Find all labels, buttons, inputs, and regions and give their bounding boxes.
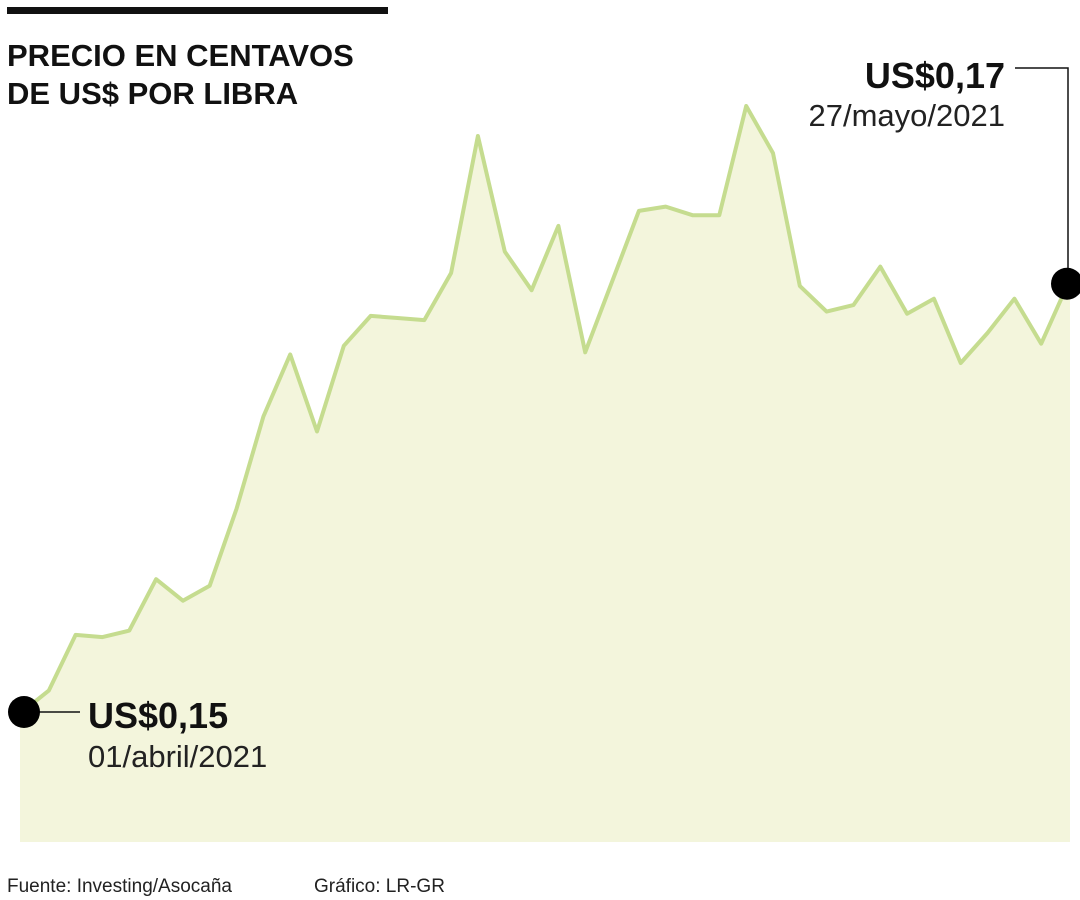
date-label: 27/mayo/2021 xyxy=(809,98,1005,133)
area xyxy=(20,106,1070,842)
connector xyxy=(1015,67,1069,284)
date-label: 01/abril/2021 xyxy=(88,739,267,774)
credit: Gráfico: LR-GR xyxy=(314,876,445,897)
point xyxy=(8,696,40,728)
chart-title: PRECIO EN CENTAVOS xyxy=(7,38,354,73)
line xyxy=(20,104,1070,714)
chart-title: DE US$ POR LIBRA xyxy=(7,76,298,111)
source: Fuente: Investing/Asocaña xyxy=(7,876,232,897)
point xyxy=(1051,267,1080,300)
title-bar xyxy=(7,7,388,14)
value-label: US$0,17 xyxy=(865,55,1005,96)
value-label: US$0,15 xyxy=(88,695,228,736)
